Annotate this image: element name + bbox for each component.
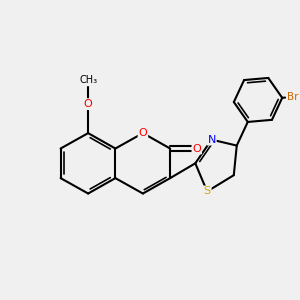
Text: O: O [192, 143, 201, 154]
Text: N: N [207, 135, 216, 145]
Text: O: O [139, 128, 147, 138]
Text: CH₃: CH₃ [79, 75, 97, 85]
Text: Br: Br [287, 92, 298, 102]
Text: O: O [84, 99, 92, 109]
Text: S: S [204, 186, 211, 197]
